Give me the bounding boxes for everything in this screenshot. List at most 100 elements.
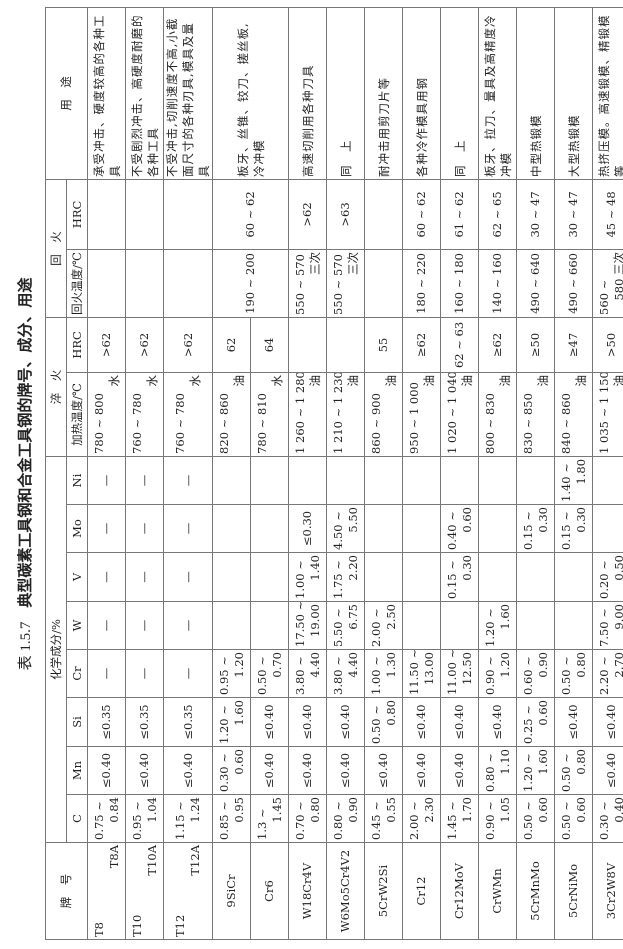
cell-value: 1.75 ~ bbox=[330, 560, 345, 599]
cell-value: 水 bbox=[106, 374, 121, 387]
cell-value: 1.20 ~ bbox=[520, 753, 535, 792]
cell-value: 0.55 bbox=[383, 797, 398, 823]
cell-value: ≤0.40 bbox=[300, 752, 314, 789]
cell-value: 840 ~ 860 bbox=[558, 393, 573, 454]
cell-value: 水 bbox=[188, 374, 202, 387]
table-row: Cr12 2.00 ~2.30 ≤0.40 ≤0.40 11.50 ~13.00 950 … bbox=[402, 7, 441, 940]
cell-value: 0.80 ~ bbox=[330, 801, 345, 840]
cell-value: 0.30 ~ bbox=[596, 801, 611, 840]
grade-name: 9SiCr bbox=[224, 874, 238, 908]
cell-value: 1 260 ~ 1 280 bbox=[292, 372, 307, 454]
grade-name: T8 bbox=[91, 922, 106, 937]
table-row: W18Cr4V 0.70 ~0.80 ≤0.40 ≤0.40 3.80 ~4.40 17.… bbox=[288, 7, 327, 940]
cell-ni: 1.40 ~1.80 bbox=[554, 456, 593, 505]
cell-q-temp: 830 ~ 850 油 bbox=[516, 372, 555, 457]
cell-value: 0.84 bbox=[106, 797, 121, 823]
cell-w bbox=[402, 601, 441, 650]
cell-value: 140 ~ 160 bbox=[490, 253, 504, 314]
cell-value: 160 ~ 180 bbox=[452, 253, 466, 314]
cell-q-hrc: >62 bbox=[87, 317, 126, 373]
cell-value: 0.40 ~ bbox=[444, 511, 459, 550]
cell-mn: ≤0.40 bbox=[288, 746, 327, 795]
cell-value: 780 ~ 800 bbox=[91, 393, 106, 454]
cell-value: ≤0.40 bbox=[376, 752, 390, 789]
cell-value: 油 bbox=[459, 374, 474, 387]
cell-value: 水 bbox=[269, 374, 284, 387]
cell-cr: 11.00 ~12.50 bbox=[440, 649, 479, 698]
cell-v: — bbox=[125, 552, 164, 602]
cell-value: 1.00 ~ bbox=[368, 656, 383, 695]
cell-v bbox=[212, 552, 251, 602]
cell-value: 1.45 ~ bbox=[444, 801, 459, 840]
grade-name: T8A bbox=[106, 845, 121, 869]
cell-value: — bbox=[180, 667, 195, 680]
cell-value: 180 ~ 220 bbox=[414, 253, 428, 314]
cell-mn: ≤0.40 bbox=[125, 746, 164, 795]
header-row-1: 牌 号 化学成分/% 淬 火 回 火 用 途 bbox=[45, 7, 88, 940]
cell-cr: 0.50 ~0.80 bbox=[554, 649, 593, 698]
cell-value: — bbox=[180, 571, 195, 583]
cell-usage: 板牙、丝锥、铰刀、搓丝板,冷冲模 bbox=[212, 7, 289, 180]
cell-value: >62 bbox=[99, 332, 113, 358]
cell-mn: ≤0.40 bbox=[87, 746, 126, 795]
cell-mn: ≤0.40 bbox=[250, 746, 289, 795]
cell-value: 60 ~ 62 bbox=[414, 191, 428, 238]
cell-v: 0.20 ~0.50 bbox=[592, 552, 623, 602]
cell-value: 0.75 ~ bbox=[91, 801, 106, 840]
cell-ni bbox=[402, 456, 441, 505]
cell-value: — bbox=[137, 667, 151, 680]
cell-usage: 高速切削用各种刀具 bbox=[288, 7, 327, 180]
cell-value: ≤0.35 bbox=[99, 704, 113, 740]
cell-grade: Cr12MoV bbox=[440, 842, 479, 940]
cell-value: — bbox=[99, 571, 113, 583]
cell-cr: — bbox=[125, 649, 164, 698]
cell-cr: 0.50 ~0.70 bbox=[250, 649, 289, 698]
cell-cr: 3.80 ~4.40 bbox=[288, 649, 327, 698]
cell-v bbox=[364, 552, 403, 602]
cell-value: — bbox=[99, 667, 113, 680]
cell-value: 45 ~ 48 bbox=[604, 191, 618, 238]
cell-value: ≤0.35 bbox=[180, 704, 195, 740]
cell-value: 油 bbox=[535, 374, 550, 387]
cell-value: 1.20 bbox=[497, 652, 512, 678]
cell-ni bbox=[592, 456, 623, 505]
cell-mo: ≤0.30 bbox=[288, 504, 327, 553]
cell-value: 1 020 ~ 1 040 bbox=[444, 372, 459, 454]
cell-t-hrc: >63 bbox=[326, 179, 365, 250]
cell-v: — bbox=[87, 552, 126, 602]
cell-c: 0.50 ~0.60 bbox=[516, 794, 555, 843]
cell-value: 0.50 bbox=[611, 555, 623, 581]
cell-value: 55 bbox=[376, 337, 390, 353]
cell-w bbox=[212, 601, 251, 650]
cell-value: 0.90 ~ bbox=[482, 656, 497, 695]
cell-t-hrc: 30 ~ 47 bbox=[516, 179, 555, 250]
cell-w bbox=[516, 601, 555, 650]
cell-t-temp: 190 ~ 200 bbox=[212, 249, 289, 318]
cell-value: 0.60 bbox=[231, 749, 246, 775]
cell-ni bbox=[326, 456, 365, 505]
cell-t-temp: 560 ~580 三次 bbox=[592, 249, 623, 318]
cell-ni bbox=[516, 456, 555, 505]
cell-si: ≤0.40 bbox=[326, 697, 365, 747]
cell-c: 0.30 ~0.40 bbox=[592, 794, 623, 843]
cell-usage: 同 上 bbox=[440, 7, 479, 180]
grade-name: T12 bbox=[173, 914, 187, 937]
cell-q-temp: 1 210 ~ 1 230 油 bbox=[326, 372, 365, 457]
cell-t-hrc bbox=[364, 179, 403, 250]
cell-value: 1.20 bbox=[231, 652, 246, 678]
cell-si: ≤0.40 bbox=[288, 697, 327, 747]
cell-value: — bbox=[137, 571, 151, 583]
cell-value: 550 ~ 570 bbox=[292, 254, 307, 315]
cell-value: 0.15 ~ bbox=[558, 511, 573, 550]
cell-t-hrc: 60 ~ 62 bbox=[402, 179, 441, 250]
table-title: 表 1.5.7 典型碳素工具钢和合金工具钢的牌号、成分、用途 bbox=[14, 8, 35, 940]
cell-value: 油 bbox=[383, 374, 398, 387]
cell-w: 17.50 ~19.00 bbox=[288, 601, 327, 650]
cell-value: 780 ~ 810 bbox=[254, 393, 269, 454]
cell-q-temp: 760 ~ 780 水 bbox=[163, 372, 213, 457]
cell-ni bbox=[440, 456, 479, 505]
cell-value: — bbox=[180, 619, 195, 632]
cell-cr: 0.90 ~1.20 bbox=[478, 649, 517, 698]
grade-name: Cr6 bbox=[262, 880, 276, 902]
cell-value: 2.30 bbox=[421, 797, 436, 823]
